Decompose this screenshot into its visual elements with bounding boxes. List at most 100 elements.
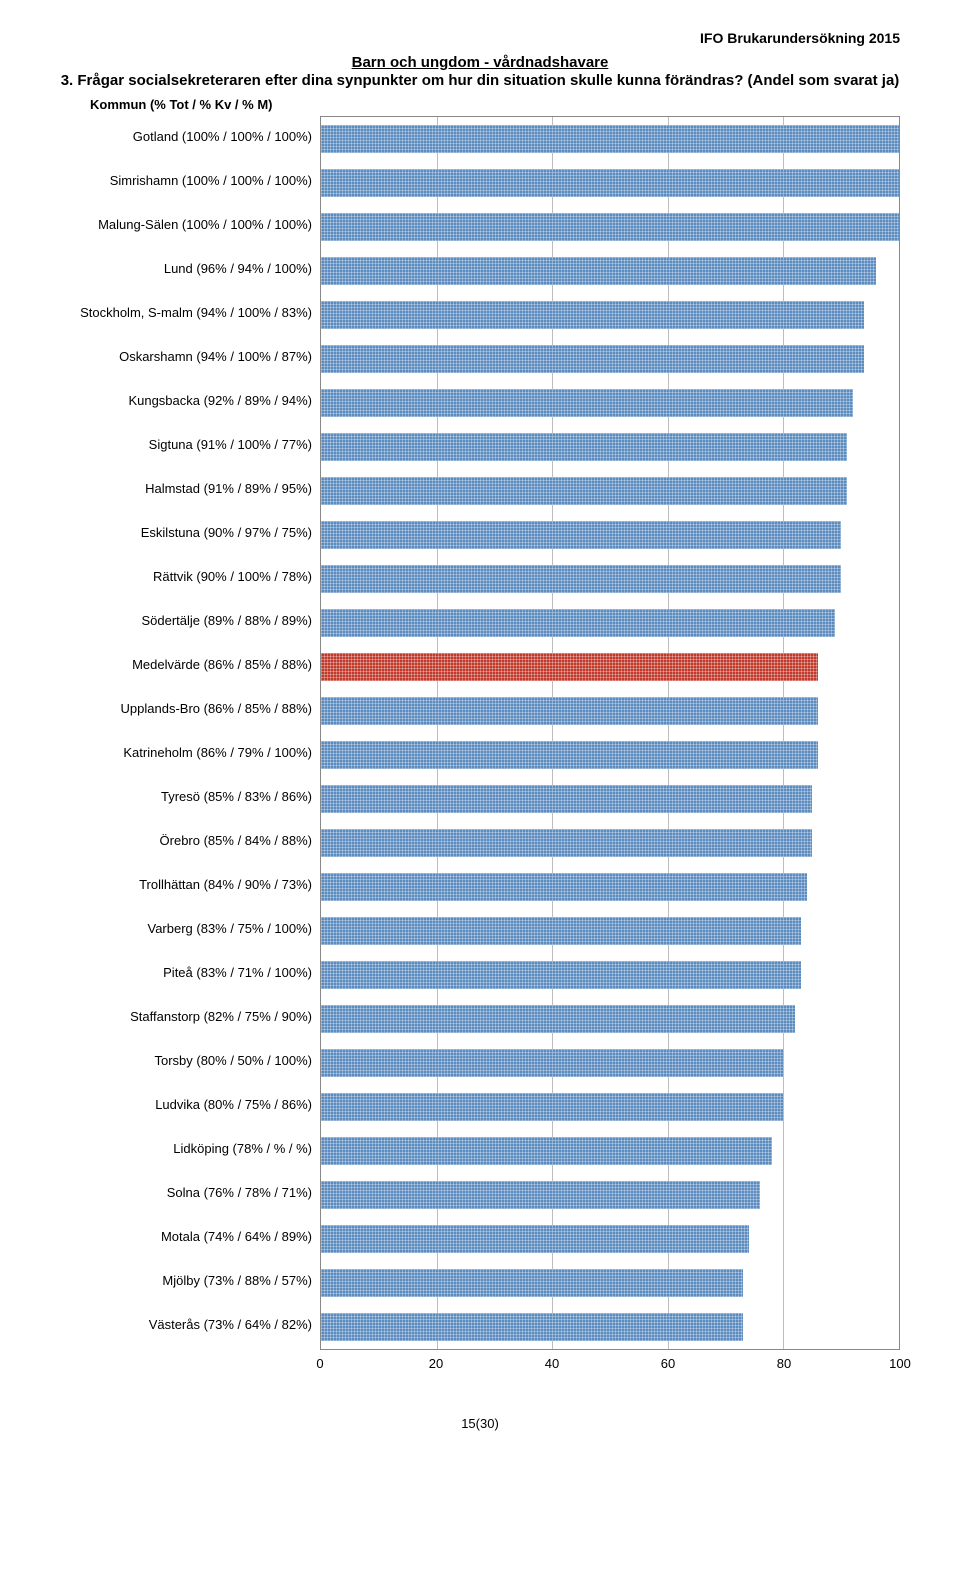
- category-label: Oskarshamn (94% / 100% / 87%): [60, 336, 312, 380]
- bar-row: [321, 689, 899, 733]
- bar-row: [321, 601, 899, 645]
- x-tick-label: 60: [661, 1356, 675, 1371]
- bars: [321, 117, 899, 1349]
- plot-area: [320, 116, 900, 1350]
- legend-label: Kommun (% Tot / % Kv / % M): [60, 97, 900, 112]
- category-label: Torsby (80% / 50% / 100%): [60, 1040, 312, 1084]
- category-label: Södertälje (89% / 88% / 89%): [60, 600, 312, 644]
- category-label: Eskilstuna (90% / 97% / 75%): [60, 512, 312, 556]
- category-label: Sigtuna (91% / 100% / 77%): [60, 424, 312, 468]
- bar: [321, 873, 807, 901]
- bar-row: [321, 997, 899, 1041]
- x-tick-label: 100: [889, 1356, 911, 1371]
- category-label: Medelvärde (86% / 85% / 88%): [60, 644, 312, 688]
- category-label: Lidköping (78% / % / %): [60, 1128, 312, 1172]
- bar: [321, 433, 847, 461]
- bar: [321, 697, 818, 725]
- page-number: 15(30): [60, 1416, 900, 1431]
- x-tick-label: 80: [777, 1356, 791, 1371]
- title-block: Barn och ungdom - vårdnadshavare 3. Fråg…: [60, 54, 900, 91]
- x-tick-label: 20: [429, 1356, 443, 1371]
- category-label: Gotland (100% / 100% / 100%): [60, 116, 312, 160]
- bar-row: [321, 1261, 899, 1305]
- bar: [321, 257, 876, 285]
- bar-row: [321, 293, 899, 337]
- bar-row: [321, 161, 899, 205]
- bar-row: [321, 1305, 899, 1349]
- bar: [321, 213, 899, 241]
- category-label: Tyresö (85% / 83% / 86%): [60, 776, 312, 820]
- bar: [321, 521, 841, 549]
- x-axis: 020406080100: [320, 1356, 900, 1376]
- category-label: Simrishamn (100% / 100% / 100%): [60, 160, 312, 204]
- bar: [321, 1137, 772, 1165]
- bar-row: [321, 249, 899, 293]
- category-label: Ludvika (80% / 75% / 86%): [60, 1084, 312, 1128]
- bar: [321, 125, 899, 153]
- bar-row: [321, 425, 899, 469]
- bar: [321, 609, 835, 637]
- bar: [321, 301, 864, 329]
- bar: [321, 1093, 783, 1121]
- category-label: Solna (76% / 78% / 71%): [60, 1172, 312, 1216]
- chart-title-line1: Barn och ungdom - vårdnadshavare: [60, 54, 900, 71]
- bar-row: [321, 1041, 899, 1085]
- bar-row: [321, 205, 899, 249]
- bar-row: [321, 865, 899, 909]
- bar: [321, 741, 818, 769]
- category-label: Motala (74% / 64% / 89%): [60, 1216, 312, 1260]
- bar: [321, 389, 853, 417]
- bar-row: [321, 1085, 899, 1129]
- chart: Gotland (100% / 100% / 100%)Simrishamn (…: [60, 116, 900, 1376]
- category-label: Västerås (73% / 64% / 82%): [60, 1304, 312, 1348]
- category-label: Stockholm, S-malm (94% / 100% / 83%): [60, 292, 312, 336]
- bar-row: [321, 909, 899, 953]
- bar: [321, 477, 847, 505]
- bar: [321, 829, 812, 857]
- category-label: Upplands-Bro (86% / 85% / 88%): [60, 688, 312, 732]
- bar-row: [321, 645, 899, 689]
- bar: [321, 785, 812, 813]
- bar-row: [321, 381, 899, 425]
- page: IFO Brukarundersökning 2015 Barn och ung…: [0, 0, 960, 1471]
- bar: [321, 1313, 743, 1341]
- bar: [321, 917, 801, 945]
- category-label: Rättvik (90% / 100% / 78%): [60, 556, 312, 600]
- category-label: Trollhättan (84% / 90% / 73%): [60, 864, 312, 908]
- bar-row: [321, 1217, 899, 1261]
- bar: [321, 169, 899, 197]
- category-label: Varberg (83% / 75% / 100%): [60, 908, 312, 952]
- bar: [321, 1269, 743, 1297]
- category-label: Halmstad (91% / 89% / 95%): [60, 468, 312, 512]
- bar: [321, 1225, 749, 1253]
- category-label: Malung-Sälen (100% / 100% / 100%): [60, 204, 312, 248]
- bar-row: [321, 337, 899, 381]
- bar: [321, 565, 841, 593]
- y-axis-labels: Gotland (100% / 100% / 100%)Simrishamn (…: [60, 116, 320, 1350]
- category-label: Lund (96% / 94% / 100%): [60, 248, 312, 292]
- x-tick-label: 0: [316, 1356, 323, 1371]
- category-label: Katrineholm (86% / 79% / 100%): [60, 732, 312, 776]
- bar-row: [321, 1129, 899, 1173]
- category-label: Kungsbacka (92% / 89% / 94%): [60, 380, 312, 424]
- category-label: Örebro (85% / 84% / 88%): [60, 820, 312, 864]
- bar-row: [321, 513, 899, 557]
- bar-row: [321, 117, 899, 161]
- bar-row: [321, 821, 899, 865]
- category-label: Staffanstorp (82% / 75% / 90%): [60, 996, 312, 1040]
- bar: [321, 961, 801, 989]
- category-label: Piteå (83% / 71% / 100%): [60, 952, 312, 996]
- bar-row: [321, 557, 899, 601]
- bar-highlight: [321, 653, 818, 681]
- x-tick-label: 40: [545, 1356, 559, 1371]
- header-report-title: IFO Brukarundersökning 2015: [60, 30, 900, 46]
- bar: [321, 1181, 760, 1209]
- bar-row: [321, 733, 899, 777]
- bar: [321, 345, 864, 373]
- bar-row: [321, 469, 899, 513]
- chart-title-line2: 3. Frågar socialsekreteraren efter dina …: [60, 71, 900, 91]
- bar-row: [321, 1173, 899, 1217]
- bar-row: [321, 777, 899, 821]
- bar: [321, 1049, 783, 1077]
- bar: [321, 1005, 795, 1033]
